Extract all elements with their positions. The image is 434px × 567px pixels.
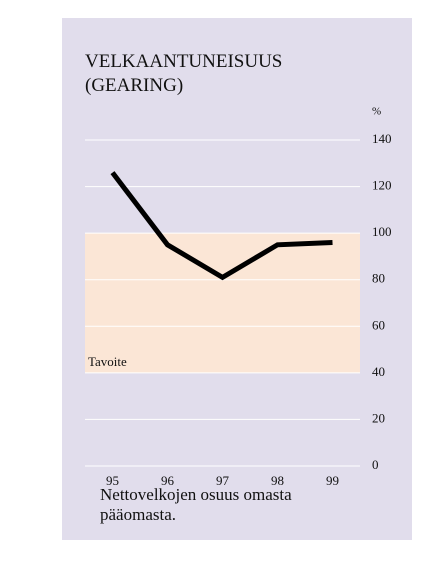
y-tick-label: 100 (372, 224, 392, 239)
x-tick-label: 97 (216, 473, 230, 488)
caption: Nettovelkojen osuus omasta pääomasta. (100, 485, 292, 524)
y-tick-label: 0 (372, 457, 379, 472)
y-tick-label: 60 (372, 317, 385, 332)
x-tick-label: 95 (106, 473, 119, 488)
y-unit: % (372, 106, 381, 118)
target-label: Tavoite (88, 354, 127, 369)
target-band (85, 233, 360, 373)
x-tick-label: 99 (326, 473, 339, 488)
x-tick-label: 96 (161, 473, 175, 488)
line (110, 171, 333, 281)
chart-title: VELKAANTUNEISUUS (GEARING) (85, 51, 283, 96)
y-tick-label: 80 (372, 271, 385, 286)
x-tick-label: 98 (271, 473, 284, 488)
y-tick-label: 140 (372, 131, 392, 146)
y-tick-label: 120 (372, 178, 392, 193)
y-tick-label: 20 (372, 410, 385, 425)
y-tick-label: 40 (372, 364, 385, 379)
